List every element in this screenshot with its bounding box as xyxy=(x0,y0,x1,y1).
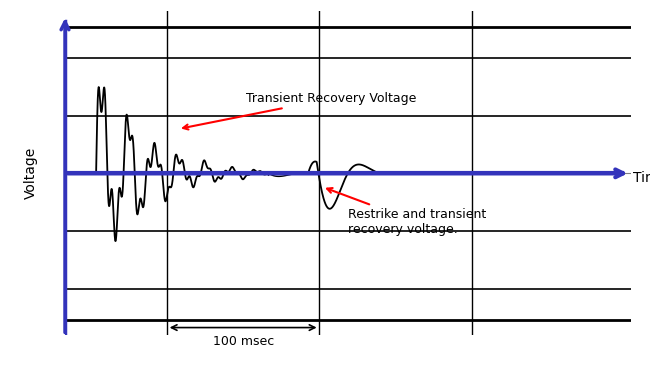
Text: Time: Time xyxy=(633,171,650,185)
Text: Voltage: Voltage xyxy=(24,147,38,200)
Text: 100 msec: 100 msec xyxy=(213,335,274,347)
Text: Transient Recovery Voltage: Transient Recovery Voltage xyxy=(183,92,417,130)
Text: Restrike and transient
recovery voltage.: Restrike and transient recovery voltage. xyxy=(327,188,486,236)
